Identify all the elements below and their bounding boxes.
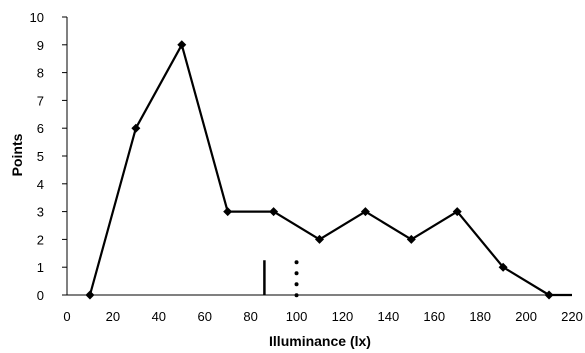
y-tick-label: 9 (37, 38, 44, 53)
dotted-reference-dot (294, 293, 299, 298)
x-tick-label: 220 (561, 309, 583, 324)
data-point-marker (315, 234, 324, 244)
y-tick-label: 4 (37, 177, 44, 192)
series-line (88, 43, 550, 296)
data-point-marker (269, 207, 279, 217)
data-point-marker (544, 290, 554, 300)
data-point-marker (223, 207, 233, 217)
x-tick-label: 140 (378, 309, 400, 324)
y-axis-title: Points (9, 133, 25, 176)
y-tick-label: 3 (37, 205, 44, 220)
y-tick-label: 5 (37, 149, 44, 164)
data-point-marker (85, 290, 95, 300)
x-tick-label: 100 (286, 309, 308, 324)
data-point-marker (177, 40, 187, 50)
data-point-marker (406, 234, 416, 244)
data-point-marker (498, 262, 508, 272)
dotted-reference-dot (294, 271, 299, 276)
x-tick-label: 200 (515, 309, 537, 324)
dotted-reference-dot (294, 282, 299, 287)
data-point-marker (131, 123, 141, 133)
x-tick-label: 160 (423, 309, 445, 324)
y-tick-label: 0 (37, 288, 44, 303)
x-tick-label: 80 (243, 309, 257, 324)
data-point-marker (452, 207, 462, 217)
y-tick-label: 7 (37, 93, 44, 108)
y-tick-label: 6 (37, 121, 44, 136)
x-tick-label: 180 (469, 309, 491, 324)
x-tick-label: 60 (197, 309, 211, 324)
x-tick-label: 0 (63, 309, 70, 324)
y-tick-label: 1 (37, 260, 44, 275)
dotted-reference-dot (294, 260, 299, 265)
x-tick-label: 40 (152, 309, 166, 324)
y-tick-label: 10 (30, 10, 44, 25)
data-point-marker (360, 207, 370, 217)
x-axis-title: Illuminance (lx) (269, 333, 371, 349)
x-tick-label: 120 (332, 309, 354, 324)
y-tick-label: 8 (37, 66, 44, 81)
y-tick-label: 2 (37, 232, 44, 247)
x-tick-label: 20 (106, 309, 120, 324)
